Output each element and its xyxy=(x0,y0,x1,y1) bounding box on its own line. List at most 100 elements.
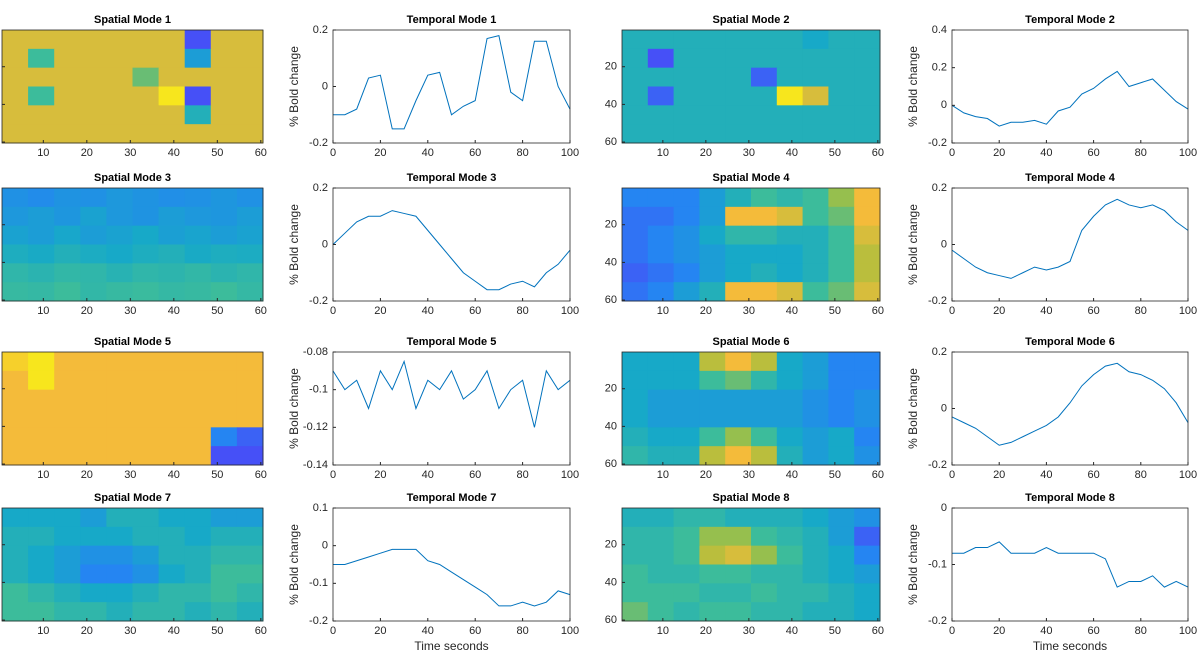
heatmap-cell xyxy=(54,427,81,447)
heatmap-cell xyxy=(28,526,55,547)
heatmap-cell xyxy=(132,30,160,50)
x-tick-label: 30 xyxy=(743,625,755,637)
heatmap-cell xyxy=(54,602,81,622)
heatmap-cell xyxy=(106,446,133,466)
heatmap-cell xyxy=(622,67,649,87)
heatmap-cell xyxy=(854,446,881,466)
heatmap-cell xyxy=(751,427,778,447)
x-tick-label: 30 xyxy=(743,469,755,481)
plot-title: Spatial Mode 5 xyxy=(94,336,171,348)
heatmap-cell xyxy=(647,408,675,428)
heatmap-cell xyxy=(854,225,881,245)
x-tick-label: 60 xyxy=(1087,469,1099,481)
heatmap-cell xyxy=(132,508,160,528)
heatmap-cell xyxy=(751,188,778,208)
heatmap-cell xyxy=(828,188,855,208)
plot-title: Spatial Mode 6 xyxy=(712,336,789,348)
heatmap-cell xyxy=(210,446,238,466)
y-axis-label: % Bold change xyxy=(287,46,301,127)
axes-box xyxy=(332,507,571,622)
heatmap-cell xyxy=(673,352,700,372)
x-tick-label: 0 xyxy=(949,147,955,159)
heatmap-cell xyxy=(106,545,133,565)
heatmap-cell xyxy=(828,583,855,603)
x-tick-label: 30 xyxy=(124,625,136,637)
y-tick-label: -0.2 xyxy=(928,137,947,149)
heatmap-cell xyxy=(106,282,133,302)
x-tick-label: 40 xyxy=(168,625,180,637)
heatmap-cell xyxy=(158,389,186,409)
heatmap-cell xyxy=(776,602,804,622)
heatmap-cell xyxy=(776,446,804,466)
y-tick-label: 20 xyxy=(605,219,617,231)
x-tick-label: 80 xyxy=(1135,469,1147,481)
heatmap-cell xyxy=(751,86,778,106)
heatmap-cell xyxy=(210,225,238,245)
heatmap-cell xyxy=(647,508,675,528)
x-tick-label: 40 xyxy=(1040,305,1052,317)
y-axis-label: % Bold change xyxy=(287,368,301,449)
heatmap-cell xyxy=(158,446,186,466)
heatmap-cell xyxy=(80,225,107,245)
heatmap-cell xyxy=(54,263,81,283)
heatmap-cell xyxy=(802,67,829,87)
y-tick-label: 20 xyxy=(605,61,617,73)
heatmap-cell xyxy=(28,48,55,69)
heatmap-cell xyxy=(184,446,212,466)
heatmap-cell xyxy=(210,427,238,447)
plot-title: Spatial Mode 7 xyxy=(94,492,171,504)
x-tick-label: 30 xyxy=(743,305,755,317)
heatmap-cell xyxy=(132,105,160,125)
heatmap-cell xyxy=(828,30,855,50)
heatmap-cell xyxy=(699,244,726,264)
heatmap-cell xyxy=(2,583,29,603)
heatmap-cell xyxy=(751,508,778,528)
plot-title: Spatial Mode 1 xyxy=(94,14,171,26)
heatmap-cell xyxy=(2,206,29,227)
heatmap-cell xyxy=(28,389,55,409)
heatmap-cell xyxy=(647,124,675,144)
heatmap-cell xyxy=(28,545,55,565)
heatmap-cell xyxy=(751,30,778,50)
heatmap-cell xyxy=(236,446,264,466)
heatmap-cell xyxy=(647,30,675,50)
heatmap-cell xyxy=(158,263,186,283)
plot-title: Temporal Mode 7 xyxy=(407,492,497,504)
x-tick-label: 50 xyxy=(211,305,223,317)
heatmap-cell xyxy=(236,352,264,372)
x-tick-label: 100 xyxy=(561,469,579,481)
heatmap-cell xyxy=(184,389,212,409)
heatmap-cell xyxy=(132,602,160,622)
x-tick-label: 0 xyxy=(330,305,336,317)
heatmap-cell xyxy=(802,564,829,584)
heatmap-cell xyxy=(28,446,55,466)
heatmap-cell xyxy=(80,370,107,391)
heatmap-cell xyxy=(28,352,55,372)
heatmap-cell xyxy=(80,30,107,50)
heatmap-cell xyxy=(622,30,649,50)
heatmap-cell xyxy=(2,370,29,391)
plot-title: Temporal Mode 4 xyxy=(1025,172,1116,184)
heatmap-cell xyxy=(106,408,133,428)
x-tick-label: 40 xyxy=(168,147,180,159)
heatmap-cell xyxy=(725,389,752,409)
heatmap-cell xyxy=(622,352,649,372)
x-tick-label: 10 xyxy=(657,625,669,637)
heatmap-cell xyxy=(647,583,675,603)
heatmap-cell xyxy=(2,67,29,87)
heatmap-cell xyxy=(236,105,264,125)
heatmap-cell xyxy=(802,225,829,245)
heatmap-cell xyxy=(647,446,675,466)
heatmap-cell xyxy=(776,508,804,528)
x-tick-label: 40 xyxy=(786,469,798,481)
heatmap-cell xyxy=(776,389,804,409)
x-tick-label: 50 xyxy=(829,147,841,159)
x-tick-label: 50 xyxy=(211,625,223,637)
x-tick-label: 60 xyxy=(872,625,884,637)
heatmap-cell xyxy=(2,564,29,584)
x-tick-label: 20 xyxy=(81,147,93,159)
y-tick-label: 0 xyxy=(322,238,328,250)
x-tick-label: 20 xyxy=(700,625,712,637)
heatmap-cell xyxy=(54,206,81,227)
heatmap-cell xyxy=(828,48,855,69)
